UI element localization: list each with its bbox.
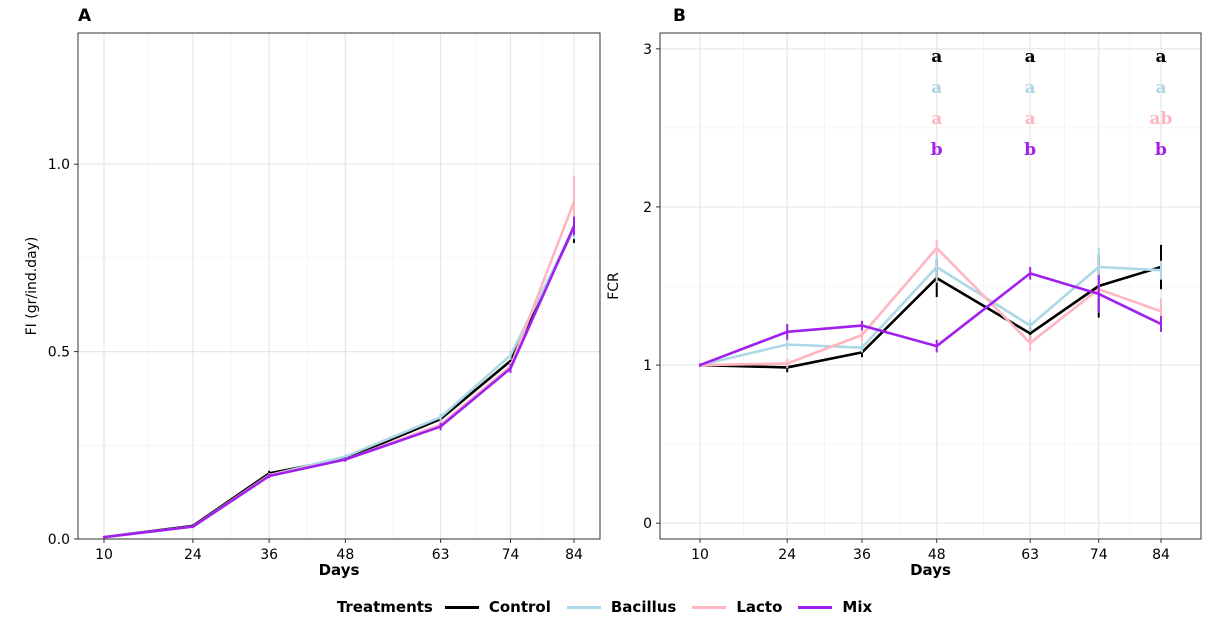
x-tick-label: 84 xyxy=(1152,547,1170,563)
y-tick-label: 2 xyxy=(643,200,652,216)
y-tick-label: 0.0 xyxy=(48,532,70,548)
legend: Treatments Control Bacillus Lacto Mix xyxy=(0,596,1225,618)
x-tick-label: 24 xyxy=(184,547,202,563)
significance-letter: a xyxy=(1155,47,1166,67)
x-tick-label: 74 xyxy=(502,547,520,563)
x-tick-label: 10 xyxy=(691,547,709,563)
significance-letter: a xyxy=(1155,78,1166,98)
significance-letter: a xyxy=(931,47,942,67)
x-axis-title: Days xyxy=(319,561,360,579)
y-tick-label: 3 xyxy=(643,42,652,58)
x-tick-label: 24 xyxy=(778,547,796,563)
series-line-lacto xyxy=(103,201,576,539)
legend-item-lacto: Lacto xyxy=(692,598,782,616)
legend-key-mix xyxy=(798,605,833,609)
y-tick-label: 0 xyxy=(643,516,652,532)
significance-letter: a xyxy=(931,109,942,129)
panel-border xyxy=(659,32,1202,540)
legend-item-control: Control xyxy=(444,598,551,616)
legend-label-control: Control xyxy=(488,598,551,616)
legend-key-control xyxy=(444,605,479,609)
significance-letter: b xyxy=(1155,140,1167,160)
y-axis-title: FCR xyxy=(606,272,622,300)
panel-border xyxy=(77,32,601,540)
y-tick-label: 1.0 xyxy=(48,157,70,173)
panel-b-letter: B xyxy=(673,6,686,26)
x-tick-label: 36 xyxy=(853,547,871,563)
x-tick-label: 10 xyxy=(95,547,113,563)
series-line-bacillus xyxy=(103,227,576,539)
x-tick-label: 48 xyxy=(928,547,946,563)
significance-letter: a xyxy=(931,78,942,98)
series-line-mix xyxy=(103,225,576,539)
significance-letter: a xyxy=(1025,78,1036,98)
x-tick-label: 74 xyxy=(1090,547,1108,563)
legend-item-mix: Mix xyxy=(798,598,872,616)
significance-letter: a xyxy=(1025,47,1036,67)
series-line-control xyxy=(699,265,1162,369)
legend-label-lacto: Lacto xyxy=(736,598,783,616)
x-axis-title: Days xyxy=(910,561,951,579)
significance-letter: b xyxy=(931,140,943,160)
chart-panel-a: 10 24 36 48 63 74 84 0.0 0.5 1.0 Days FI (gr/ind.da… xyxy=(24,32,601,579)
y-tick-label: 0.5 xyxy=(48,345,70,361)
legend-label-bacillus: Bacillus xyxy=(610,598,677,616)
x-tick-label: 63 xyxy=(1021,547,1039,563)
y-axis-title: FI (gr/ind.day) xyxy=(24,237,40,336)
significance-letter: a xyxy=(1025,109,1036,129)
x-tick-label: 63 xyxy=(432,547,450,563)
series-line-bacillus xyxy=(699,265,1162,367)
panel-a-letter: A xyxy=(78,6,92,26)
legend-label-mix: Mix xyxy=(842,598,873,616)
series-line-mix xyxy=(699,272,1162,367)
legend-title: Treatments xyxy=(336,598,433,616)
legend-key-bacillus xyxy=(566,605,601,609)
x-tick-label: 36 xyxy=(260,547,278,563)
legend-key-lacto xyxy=(692,605,727,609)
significance-letter: ab xyxy=(1150,109,1173,129)
x-tick-label: 48 xyxy=(336,547,354,563)
significance-letter: b xyxy=(1024,140,1036,160)
y-tick-label: 1 xyxy=(643,358,652,374)
legend-item-bacillus: Bacillus xyxy=(566,598,677,616)
x-tick-label: 84 xyxy=(565,547,583,563)
series-line-control xyxy=(103,227,576,539)
